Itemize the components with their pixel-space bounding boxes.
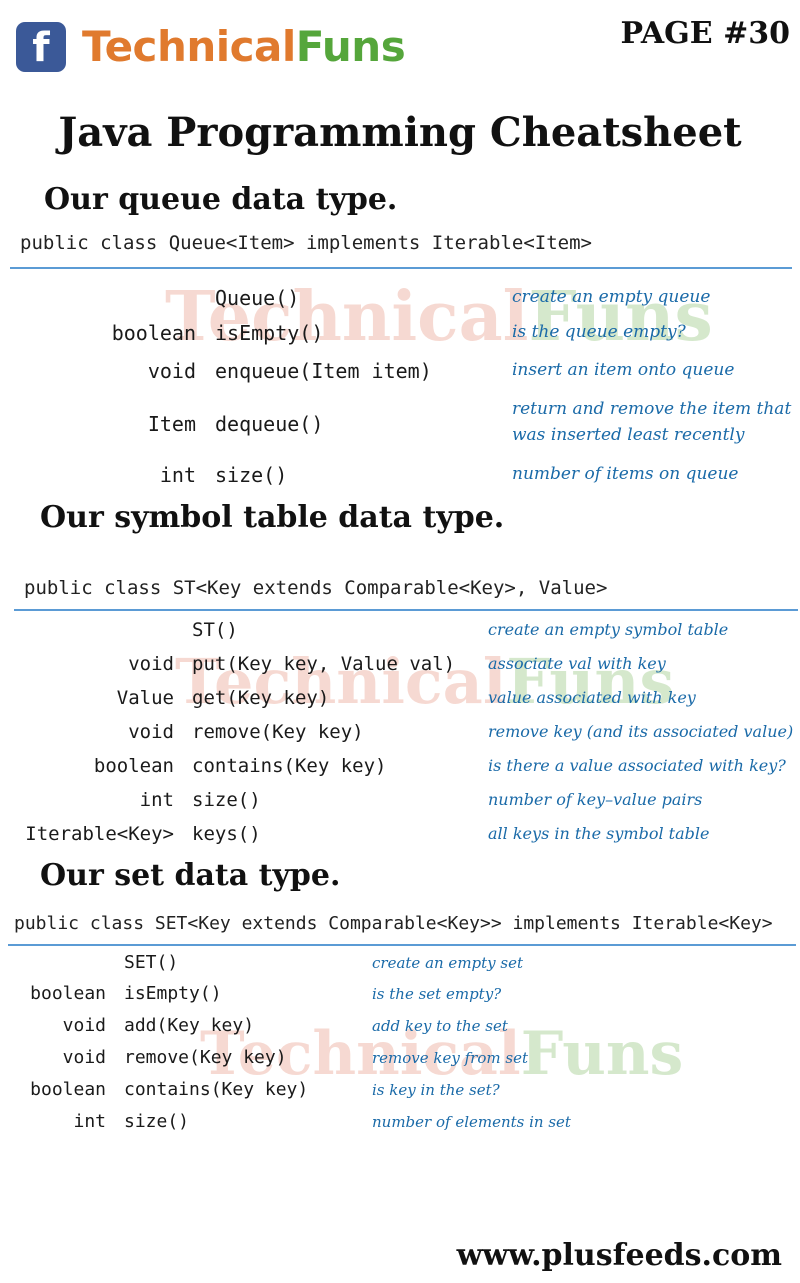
method-description: insert an item onto queue [512,360,735,380]
method-description-continued: was inserted least recently [512,425,745,445]
return-type: void [147,359,196,383]
brand-name-part1: Technical [82,22,296,71]
method-description: is key in the set? [372,1081,500,1099]
method-description: number of items on queue [512,464,739,484]
footer-url: www.plusfeeds.com [456,1238,782,1273]
facebook-icon: f [16,22,66,72]
method-description: remove key (and its associated value) [488,722,794,741]
return-type: Item [147,412,196,436]
queue-divider [10,267,792,269]
return-type: void [128,653,174,675]
method-description: all keys in the symbol table [488,824,710,843]
method-signature: add(Key key) [124,1015,255,1036]
method-description: associate val with key [488,654,666,673]
method-signature: size() [192,789,261,811]
brand-name: TechnicalFuns [82,18,406,76]
method-signature: enqueue(Item item) [215,359,432,383]
method-signature: size() [215,463,288,487]
return-type: boolean [111,321,196,345]
method-description: is the queue empty? [512,322,686,342]
method-signature: SET() [124,952,179,973]
method-description: number of elements in set [372,1113,571,1131]
set-section-heading: Our set data type. [40,858,341,893]
method-description: create an empty symbol table [488,620,729,639]
page-title: Java Programming Cheatsheet [58,109,742,156]
return-type: Iterable<Key> [25,823,174,845]
method-signature: isEmpty() [124,983,222,1004]
set-class-signature: public class SET<Key extends Comparable<… [14,913,773,934]
return-type: boolean [93,755,174,777]
return-type: void [62,1015,106,1036]
method-signature: remove(Key key) [192,721,364,743]
queue-section-heading: Our queue data type. [44,182,398,217]
method-description: return and remove the item that [512,399,792,419]
return-type: Value [116,687,174,709]
method-description: remove key from set [372,1049,528,1067]
watermark-part2: Funs [520,1019,684,1089]
method-signature: contains(Key key) [192,755,387,777]
symbol-table-class-signature: public class ST<Key extends Comparable<K… [24,577,608,599]
set-divider [8,944,796,946]
method-description: create an empty set [372,954,524,972]
return-type: boolean [30,983,106,1004]
method-signature: remove(Key key) [124,1047,287,1068]
page-number: PAGE #30 [620,16,790,51]
facebook-logo-glyph: f [32,25,50,71]
method-description: create an empty queue [512,287,711,307]
method-signature: ST() [192,619,238,641]
return-type: void [128,721,174,743]
return-type: boolean [30,1079,106,1100]
return-type: int [139,789,174,811]
method-signature: put(Key key, Value val) [192,653,456,675]
symbol-table-divider [14,609,798,611]
method-description: value associated with key [488,688,696,707]
method-signature: size() [124,1111,190,1132]
method-signature: keys() [192,823,261,845]
method-description: add key to the set [372,1017,508,1035]
return-type: int [159,463,196,487]
method-signature: dequeue() [215,412,324,436]
method-signature: isEmpty() [215,321,324,345]
method-signature: get(Key key) [192,687,330,709]
method-signature: contains(Key key) [124,1079,309,1100]
queue-class-signature: public class Queue<Item> implements Iter… [20,232,592,254]
method-description: is there a value associated with key? [488,756,786,775]
method-description: number of key–value pairs [488,790,703,809]
brand-name-part2: Funs [295,22,406,71]
method-description: is the set empty? [372,985,502,1003]
return-type: void [62,1047,106,1068]
return-type: int [73,1111,106,1132]
method-signature: Queue() [215,286,300,310]
symbol-table-section-heading: Our symbol table data type. [40,500,505,535]
